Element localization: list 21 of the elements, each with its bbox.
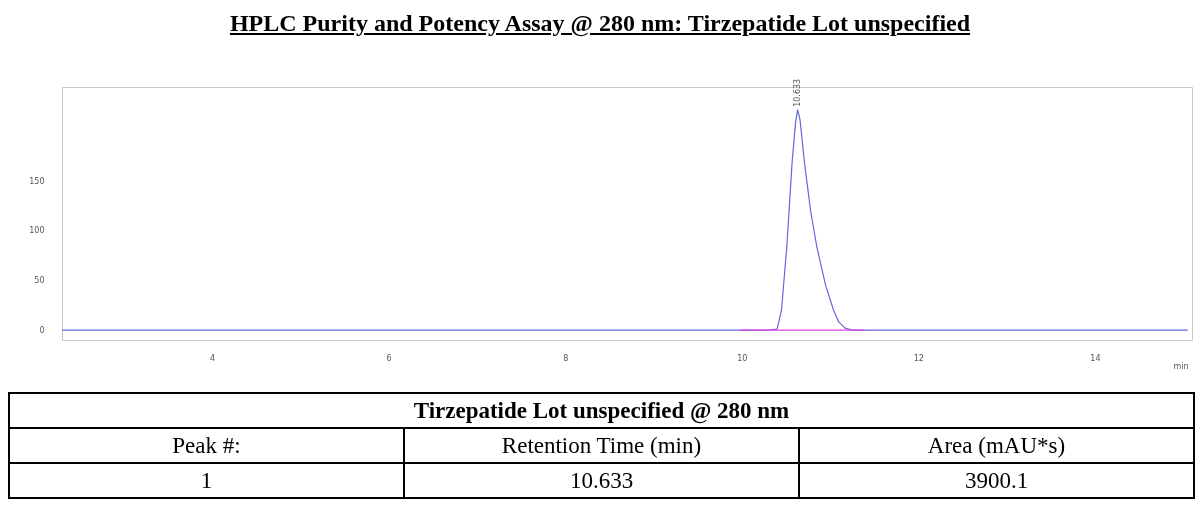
text: Peak #: (9, 428, 404, 463)
x-tick-label: 8 (563, 353, 569, 363)
x-tick-label: 4 (210, 353, 216, 363)
text: 10.633 (404, 463, 799, 498)
text: Area (mAU*s) (799, 428, 1194, 463)
y-tick-label: 50 (34, 275, 45, 285)
annotation: 10.633 (792, 78, 802, 107)
y-tick-label: 0 (39, 325, 45, 335)
x-tick-label: 10 (737, 353, 748, 363)
y-tick-label: 100 (29, 226, 45, 236)
x-tick-label: 12 (913, 353, 924, 363)
text: 3900.1 (799, 463, 1194, 498)
text: Retention Time (min) (404, 428, 799, 463)
line-series (62, 109, 1189, 331)
x-tick-label: 14 (1090, 353, 1101, 363)
x-tick-label: 6 (386, 353, 392, 363)
x-axis-title: min (1173, 361, 1189, 371)
text: Tirzepatide Lot unspecified @ 280 nm (9, 393, 1194, 428)
text: 1 (9, 463, 404, 498)
y-tick-label: 150 (29, 176, 45, 186)
chart-title: HPLC Purity and Potency Assay @ 280 nm: Tirzepatide Lot unspecified (228, 10, 972, 37)
